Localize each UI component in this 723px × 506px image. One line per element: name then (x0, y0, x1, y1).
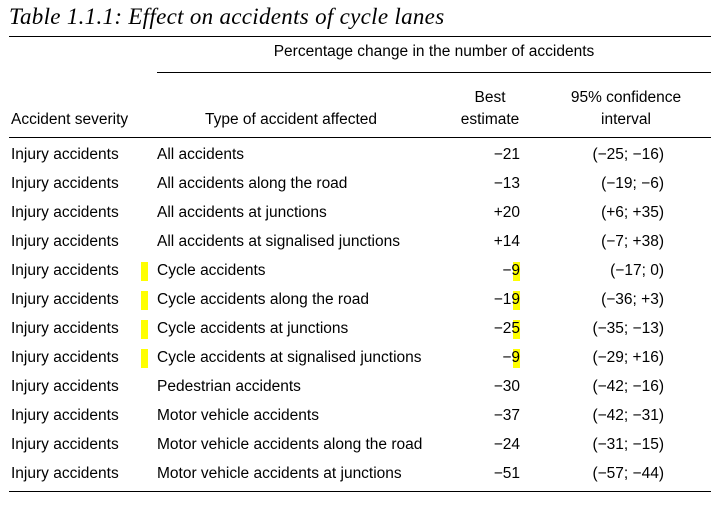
row-best-estimate: −9 (502, 262, 520, 279)
row-confidence-interval: (−31; −15) (592, 436, 664, 453)
row-confidence-interval: (−17; 0) (610, 262, 664, 279)
highlight-marker (513, 262, 520, 281)
header-best-line1: Best (474, 89, 506, 106)
row-best-estimate: −37 (493, 407, 520, 424)
row-type: Motor vehicle accidents (157, 407, 319, 424)
row-type: All accidents along the road (157, 175, 348, 192)
row-type: Motor vehicle accidents at junctions (157, 465, 402, 482)
header-best-line2: estimate (460, 111, 520, 128)
row-best-estimate: +14 (493, 233, 520, 250)
row-severity: Injury accidents (11, 407, 119, 424)
row-best-estimate: −30 (493, 378, 520, 395)
group-header: Percentage change in the number of accid… (273, 43, 595, 60)
row-best-estimate: −9 (502, 349, 520, 366)
row-confidence-interval: (+6; +35) (601, 204, 664, 221)
group-rule (157, 72, 711, 73)
row-best-estimate: +20 (493, 204, 520, 221)
row-confidence-interval: (−19; −6) (601, 175, 664, 192)
row-severity: Injury accidents (11, 378, 119, 395)
row-type: All accidents (157, 146, 245, 163)
header-severity: Accident severity (11, 111, 129, 128)
row-severity: Injury accidents (11, 465, 119, 482)
row-severity: Injury accidents (11, 175, 119, 192)
row-severity: Injury accidents (11, 349, 119, 366)
row-best-estimate: −25 (493, 320, 520, 337)
row-best-estimate: −21 (493, 146, 520, 163)
row-confidence-interval: (−57; −44) (592, 465, 664, 482)
header-ci-line2: interval (601, 111, 651, 128)
row-type: All accidents at junctions (157, 204, 327, 221)
highlight-marker (513, 349, 520, 368)
highlight-marker (141, 262, 148, 281)
row-best-estimate: −24 (493, 436, 520, 453)
row-confidence-interval: (−29; +16) (592, 349, 664, 366)
row-confidence-interval: (−42; −16) (592, 378, 664, 395)
row-severity: Injury accidents (11, 436, 119, 453)
row-confidence-interval: (−25; −16) (592, 146, 664, 163)
row-severity: Injury accidents (11, 291, 119, 308)
highlight-marker (513, 291, 520, 310)
highlight-marker (141, 320, 148, 339)
row-type: Cycle accidents along the road (157, 291, 369, 308)
row-type: All accidents at signalised junctions (157, 233, 400, 250)
header-rule (9, 137, 711, 138)
row-severity: Injury accidents (11, 233, 119, 250)
row-confidence-interval: (−36; +3) (601, 291, 664, 308)
header-type: Type of accident affected (205, 111, 378, 128)
row-severity: Injury accidents (11, 262, 119, 279)
header-ci-line1: 95% confidence (570, 89, 682, 106)
highlight-marker (141, 291, 148, 310)
row-best-estimate: −19 (493, 291, 520, 308)
row-severity: Injury accidents (11, 320, 119, 337)
row-type: Cycle accidents at junctions (157, 320, 349, 337)
row-best-estimate: −51 (493, 465, 520, 482)
row-severity: Injury accidents (11, 204, 119, 221)
row-confidence-interval: (−7; +38) (601, 233, 664, 250)
row-type: Cycle accidents at signalised junctions (157, 349, 422, 366)
row-type: Cycle accidents (157, 262, 266, 279)
bottom-rule (9, 491, 711, 492)
highlight-marker (513, 320, 520, 339)
row-type: Pedestrian accidents (157, 378, 301, 395)
row-best-estimate: −13 (493, 175, 520, 192)
top-rule (9, 36, 711, 37)
row-confidence-interval: (−35; −13) (592, 320, 664, 337)
row-type: Motor vehicle accidents along the road (157, 436, 423, 453)
table-title: Table 1.1.1: Effect on accidents of cycl… (9, 4, 445, 29)
row-severity: Injury accidents (11, 146, 119, 163)
highlight-marker (141, 349, 148, 368)
row-confidence-interval: (−42; −31) (592, 407, 664, 424)
